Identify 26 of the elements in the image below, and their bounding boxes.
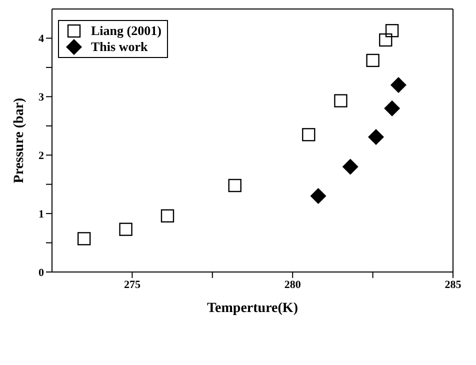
point [368, 128, 384, 145]
x-tick-label: 280 [284, 278, 302, 291]
y-tick-label: 1 [38, 208, 44, 220]
point [77, 232, 91, 246]
point [384, 100, 400, 116]
y-tick-label: 4 [38, 33, 44, 46]
point [228, 178, 242, 192]
point [334, 94, 348, 108]
y-tick-label: 3 [38, 92, 44, 104]
point [390, 76, 406, 93]
x-tick-label: 275 [124, 278, 141, 291]
legend-label: Liang (2001) [91, 23, 162, 39]
point [160, 209, 174, 222]
legend-label: This work [91, 39, 148, 55]
point [379, 33, 392, 47]
y-axis-title: Pressure (bar) [12, 97, 27, 184]
y-tick-label: 0 [38, 266, 44, 279]
x-axis-title: Temperture(K) [207, 301, 298, 316]
point [366, 54, 380, 68]
point [302, 128, 316, 142]
point [342, 158, 358, 175]
x-tick-label: 285 [444, 278, 462, 291]
y-tick-label: 2 [38, 150, 44, 162]
point [310, 188, 326, 204]
point [385, 24, 399, 38]
point [119, 222, 132, 236]
